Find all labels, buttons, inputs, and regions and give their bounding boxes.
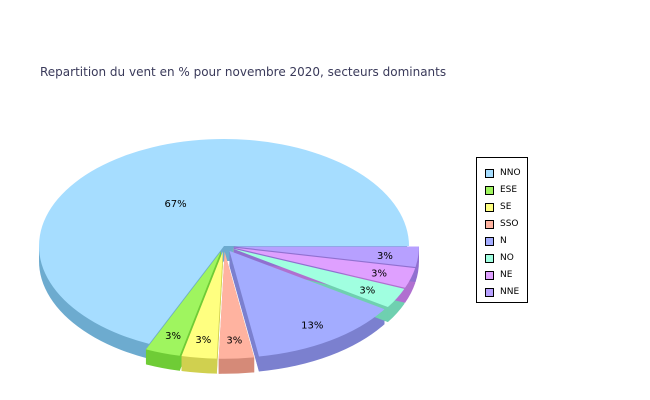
pie-label-se: 3% (195, 335, 211, 346)
legend-item-ese: ESE (485, 184, 517, 196)
legend-swatch (485, 202, 494, 212)
legend-label: SE (500, 202, 512, 212)
pie-slice-ese (145, 251, 221, 356)
legend-label: SSO (500, 219, 519, 229)
pie-slice-sso (218, 251, 255, 359)
pie-label-no: 3% (359, 285, 375, 296)
pie-label-nno: 67% (164, 199, 186, 210)
pie-slice-face-n (229, 250, 259, 372)
pie-label-ese: 3% (165, 331, 181, 342)
pie-slice-nno (39, 139, 410, 344)
legend-label: NE (500, 270, 513, 280)
legend-swatch (485, 219, 494, 229)
legend-item-se: SE (485, 201, 511, 213)
pie-slice-rim-se (181, 356, 217, 374)
legend-item-ne: NE (485, 269, 512, 281)
legend-item-sso: SSO (485, 218, 519, 230)
pie-label-n: 13% (301, 320, 323, 331)
legend-label: NNO (500, 168, 521, 178)
legend-swatch (485, 185, 494, 195)
chart-legend: NNO ESE SE SSO N NO NE NNE (476, 157, 528, 303)
legend-label: NO (500, 253, 514, 263)
legend-item-nno: NNO (485, 167, 521, 179)
pie-slice-face-se (216, 251, 223, 374)
legend-swatch (485, 236, 494, 246)
pie-slice-se (181, 251, 223, 359)
pie-label-sso: 3% (226, 335, 242, 346)
legend-swatch (485, 287, 494, 297)
pie-label-ne: 3% (371, 269, 387, 280)
legend-swatch (485, 270, 494, 280)
legend-label: N (500, 236, 507, 246)
legend-item-n: N (485, 235, 507, 247)
pie-slice-ne (233, 247, 416, 288)
pie-slice-rim-ese (145, 349, 180, 371)
chart-title: Repartition du vent en % pour novembre 2… (40, 65, 447, 79)
legend-label: NNE (500, 287, 520, 297)
legend-item-nne: NNE (485, 286, 519, 298)
legend-swatch (485, 253, 494, 263)
pie-slice-rim-sso (218, 357, 255, 374)
pie-slice-n (229, 250, 385, 357)
legend-swatch (485, 168, 494, 178)
pie-slice-nne (233, 246, 419, 268)
legend-item-no: NO (485, 252, 514, 264)
legend-label: ESE (500, 185, 518, 195)
pie-slice-no (232, 248, 405, 308)
pie-label-nne: 3% (377, 251, 393, 262)
